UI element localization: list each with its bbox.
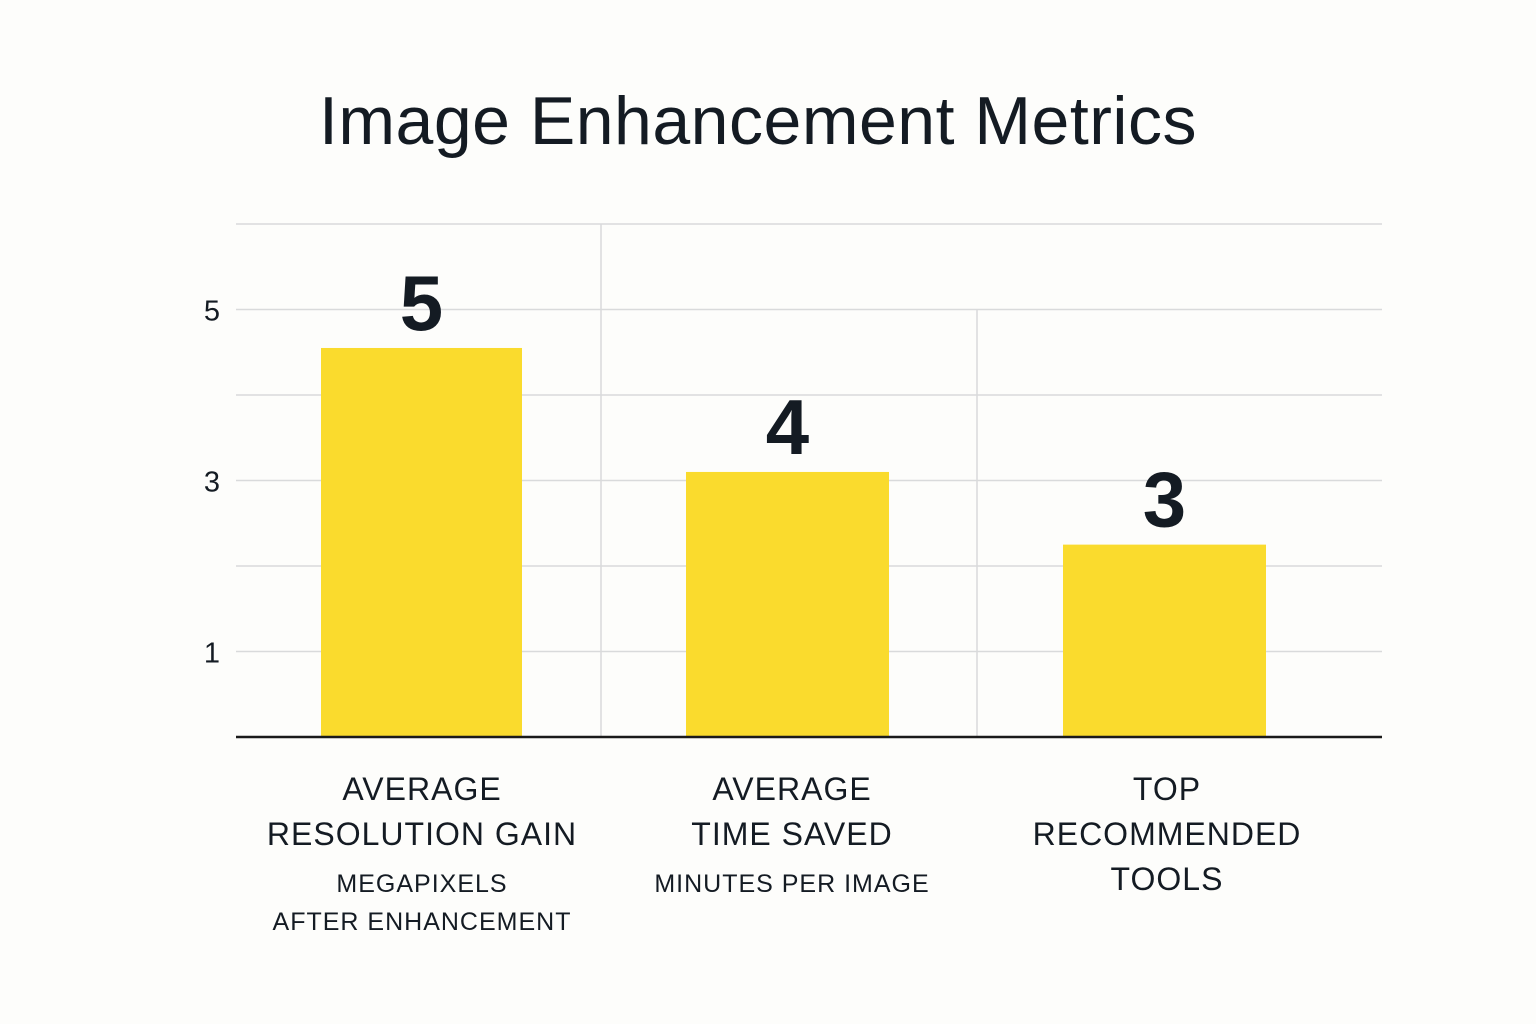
category-subtitle-line: AFTER ENHANCEMENT [272, 908, 572, 936]
bar-2 [686, 471, 889, 737]
category-subtitle-line: MEGAPIXELS [336, 870, 508, 898]
category-label-1: AVERAGE RESOLUTION GAIN MEGAPIXELS AFTER EN… [212, 767, 632, 941]
category-subtitle-line: MINUTES PER IMAGE [654, 870, 930, 898]
category-title-line: RECOMMENDED [1032, 816, 1302, 852]
category-title-line: RESOLUTION GAIN [266, 816, 578, 852]
category-title-line: TOOLS [1110, 861, 1224, 897]
category-title: TOP RECOMMENDED TOOLS [957, 767, 1377, 902]
bar-1 [321, 347, 522, 737]
bar-value-label-1: 5 [400, 259, 443, 347]
category-title-line: TOP [1132, 771, 1202, 807]
category-title: AVERAGE TIME SAVED [582, 767, 1002, 857]
category-subtitle: MINUTES PER IMAGE [582, 865, 1002, 903]
category-title-line: AVERAGE [712, 771, 872, 807]
category-label-3: TOP RECOMMENDED TOOLS [957, 767, 1377, 902]
y-tick-label-1: 1 [204, 638, 220, 670]
bar-value-label-3: 3 [1143, 456, 1186, 544]
category-title: AVERAGE RESOLUTION GAIN [212, 767, 632, 857]
chart-title: Image Enhancement Metrics [318, 83, 1197, 159]
y-tick-label-5: 5 [204, 296, 220, 328]
bar-3 [1063, 544, 1266, 737]
category-title-line: AVERAGE [342, 771, 502, 807]
category-label-2: AVERAGE TIME SAVED MINUTES PER IMAGE [582, 767, 1002, 903]
category-title-line: TIME SAVED [691, 816, 893, 852]
y-tick-label-3: 3 [204, 467, 220, 499]
category-subtitle: MEGAPIXELS AFTER ENHANCEMENT [212, 865, 632, 941]
bar-value-label-2: 4 [766, 383, 809, 471]
